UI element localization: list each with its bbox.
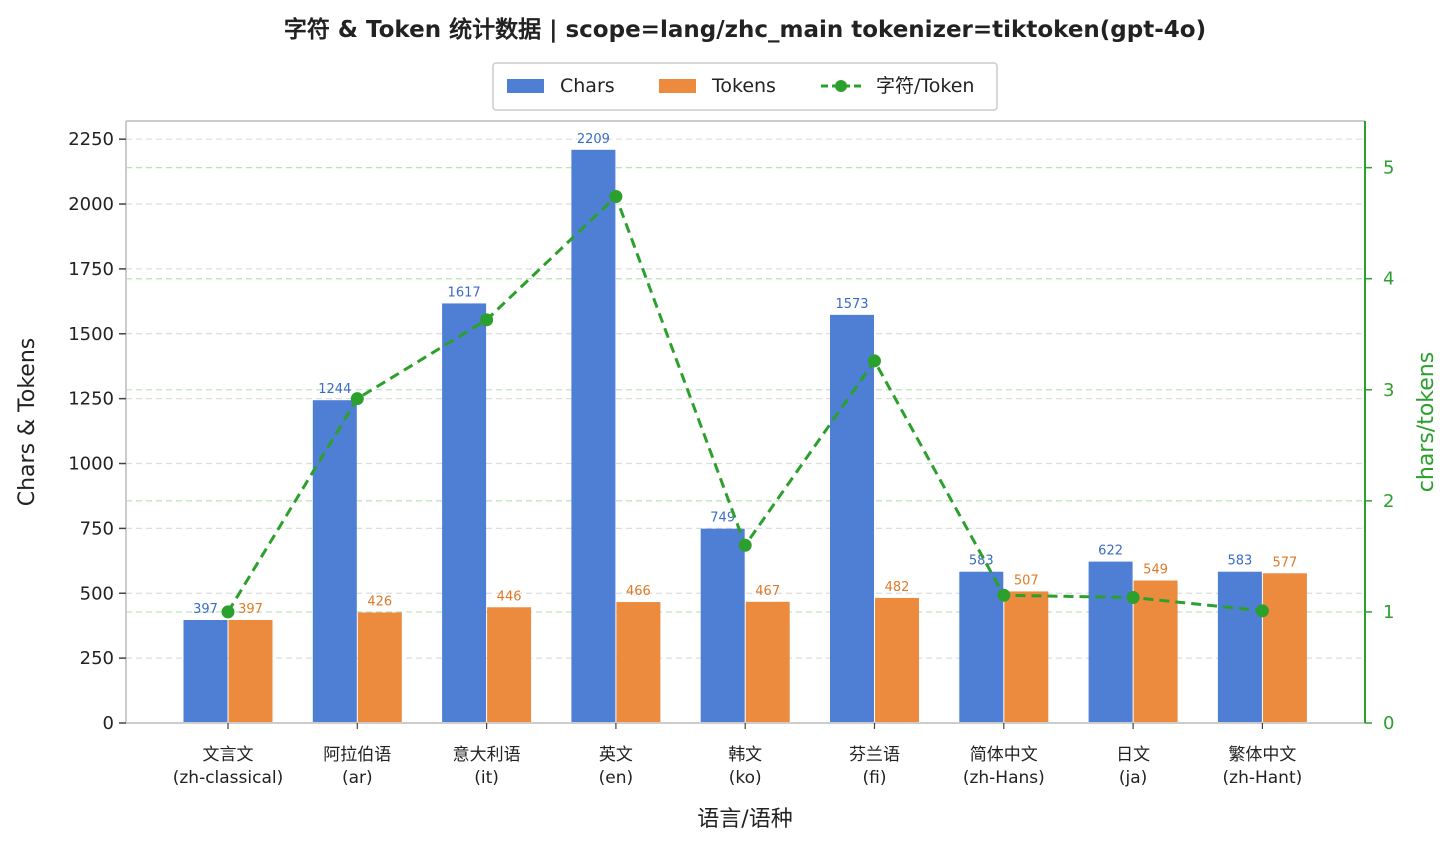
data-label-tokens: 577 [1272,555,1297,570]
x-tick-label-code: (zh-Hans) [963,768,1045,788]
data-label-tokens: 549 [1143,563,1168,578]
bar-tokens [228,619,273,723]
data-label-chars: 397 [193,602,218,617]
data-label-tokens: 507 [1014,573,1039,588]
data-label-chars: 2209 [577,132,610,147]
data-label-chars: 1573 [835,297,868,312]
bar-chars [700,528,745,723]
ratio-series [221,190,1269,619]
y-tick-label: 1750 [68,259,114,280]
y2-tick-label: 3 [1383,380,1394,401]
y-tick-label: 250 [80,648,114,669]
y-axis-label: Chars & Tokens [15,338,40,507]
legend-swatch-tokens [659,79,696,93]
bars [183,149,1307,723]
data-label-tokens: 446 [497,589,522,604]
ratio-point [221,605,235,619]
bar-chars [1217,571,1262,723]
x-tick-label-code: (ja) [1119,768,1147,788]
bar-tokens [745,601,790,723]
bar-tokens [487,607,532,723]
y-tick-label: 2000 [68,194,114,215]
data-label-chars: 583 [1227,554,1252,569]
y2-axis-label: chars/tokens [1414,352,1439,492]
data-label-chars: 749 [710,511,735,526]
ratio-point [738,538,752,552]
x-tick-label-code: (ko) [729,768,762,788]
bar-chars [312,400,357,723]
bar-chars [183,619,228,723]
y-tick-label: 1000 [68,454,114,475]
y2-tick-label: 2 [1383,491,1394,512]
data-label-tokens: 426 [367,594,392,609]
y2-tick-label: 0 [1383,713,1394,734]
ratio-point [997,588,1011,602]
legend-label-ratio: 字符/Token [876,75,974,97]
x-tick-label-code: (it) [474,768,499,788]
x-tick-label-name: 日文 [1116,745,1150,765]
data-label-chars: 1617 [448,285,481,300]
y-tick-label: 500 [80,583,114,604]
x-tick-label-name: 英文 [599,745,633,765]
bar-chars [571,149,616,723]
legend: Chars Tokens 字符/Token [492,62,998,111]
ratio-point [480,313,494,327]
bar-labels: 397 397 1244 426 1617 446 2209 466 749 467 1573 482… [193,132,1297,617]
ratio-point [609,190,623,204]
data-label-tokens: 397 [238,602,263,617]
ratio-point [1126,590,1140,604]
legend-label-tokens: Tokens [711,75,776,97]
axes [125,120,1366,724]
x-tick-label-name: 阿拉伯语 [323,745,391,765]
legend-swatch-chars [507,79,544,93]
x-tick-label-name: 芬兰语 [849,745,900,765]
x-tick-label-name: 文言文 [203,745,254,765]
data-label-tokens: 467 [755,584,780,599]
data-label-chars: 1244 [318,382,351,397]
x-axis-ticks: 文言文 (zh-classical) 阿拉伯语 (ar) 意大利语 (it) 英文 (en) 韩… [173,723,1303,788]
data-label-tokens: 482 [885,580,910,595]
bar-tokens [1133,580,1178,723]
x-tick-label-code: (zh-classical) [173,768,284,788]
bar-chars [1088,561,1133,723]
bar-chars [830,314,874,723]
y2-tick-label: 5 [1383,158,1394,179]
y-tick-label: 1250 [68,389,114,410]
x-tick-label-name: 韩文 [728,745,762,765]
x-tick-label-code: (zh-Hant) [1223,768,1303,788]
y2-axis-ticks: 0 1 2 3 4 5 [1365,158,1394,734]
bar-tokens [1262,573,1307,723]
x-tick-label-code: (en) [599,768,634,788]
y-tick-label: 2250 [68,129,114,150]
y-tick-label: 0 [103,713,114,734]
legend-swatch-ratio-marker [835,80,847,92]
x-tick-label-name: 意大利语 [453,745,521,765]
y-tick-label: 1500 [68,324,114,345]
y2-tick-label: 4 [1383,269,1394,290]
bar-chars [442,303,487,723]
bar-tokens [1004,591,1049,723]
bar-chars [959,571,1004,723]
x-tick-label-name: 简体中文 [970,745,1038,765]
x-tick-label-name: 繁体中文 [1228,745,1296,765]
legend-label-chars: Chars [560,75,615,97]
grid-left [126,138,1365,659]
y-tick-label: 750 [80,518,114,539]
ratio-point [1255,604,1269,618]
bar-tokens [357,612,402,723]
data-label-chars: 622 [1098,544,1123,559]
y-axis-ticks: 0 250 500 750 1000 1250 1500 1750 2000 2250 [68,129,126,734]
data-label-tokens: 466 [626,584,651,599]
legend-frame [492,62,998,111]
chart-title: 字符 & Token 统计数据 | scope=lang/zhc_main to… [284,16,1206,43]
y2-tick-label: 1 [1383,602,1394,623]
ratio-point [868,354,881,368]
bar-tokens [875,597,919,723]
x-axis-label: 语言/语种 [697,807,792,832]
ratio-point [350,392,364,406]
x-tick-label-code: (ar) [342,768,373,788]
x-tick-label-code: (fi) [863,768,887,788]
bar-tokens [616,602,661,723]
